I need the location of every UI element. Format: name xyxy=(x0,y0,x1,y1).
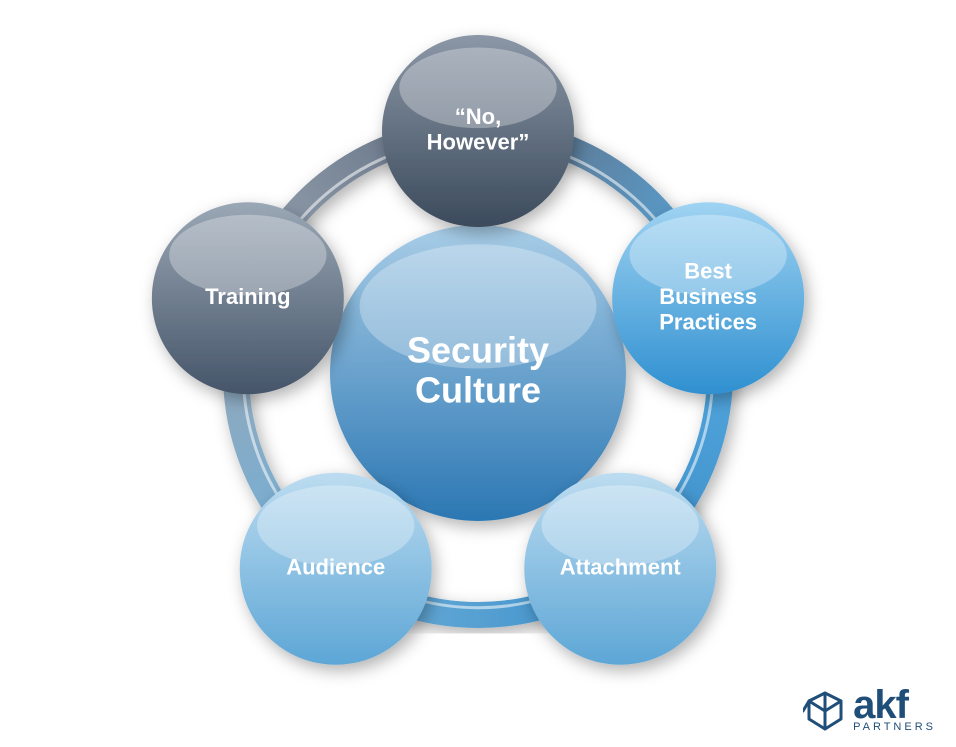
center-label-line-1: Culture xyxy=(415,370,541,411)
outer-node-no-however-label-1: However” xyxy=(427,129,530,154)
outer-node-training-label-0: Training xyxy=(205,284,291,309)
diagram-svg: SecurityCulture“No,However”BestBusinessP… xyxy=(0,0,956,747)
center-label-line-0: Security xyxy=(407,329,549,370)
outer-node-no-however: “No,However” xyxy=(382,35,574,227)
logo-text-block: akf PARTNERS xyxy=(853,689,936,733)
brand-logo: akf PARTNERS xyxy=(803,689,936,733)
outer-node-attachment: Attachment xyxy=(524,473,716,665)
outer-node-best-business-practices-label-1: Business xyxy=(659,284,757,309)
logo-main-text: akf xyxy=(853,689,936,721)
diagram-stage: SecurityCulture“No,However”BestBusinessP… xyxy=(0,0,956,747)
outer-node-audience-label-0: Audience xyxy=(286,555,385,580)
logo-sub-text: PARTNERS xyxy=(853,721,936,733)
outer-node-audience: Audience xyxy=(240,473,432,665)
outer-node-best-business-practices: BestBusinessPractices xyxy=(612,202,804,394)
cube-icon xyxy=(803,689,847,733)
outer-node-training: Training xyxy=(152,202,344,394)
outer-node-best-business-practices-label-2: Practices xyxy=(659,309,757,334)
center-node: SecurityCulture xyxy=(330,225,626,521)
outer-node-best-business-practices-label-0: Best xyxy=(684,259,732,284)
outer-node-attachment-label-0: Attachment xyxy=(560,555,682,580)
outer-node-no-however-label-0: “No, xyxy=(455,104,501,129)
